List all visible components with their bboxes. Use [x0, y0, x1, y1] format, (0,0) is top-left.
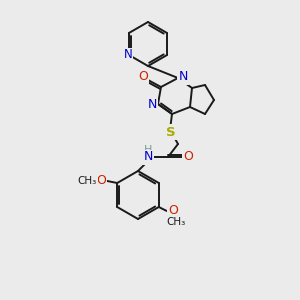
Text: N: N	[147, 98, 157, 110]
Text: O: O	[96, 175, 106, 188]
Text: O: O	[168, 205, 178, 218]
Text: CH₃: CH₃	[166, 217, 185, 227]
Text: CH₃: CH₃	[78, 176, 97, 186]
Text: O: O	[183, 149, 193, 163]
Text: N: N	[143, 151, 153, 164]
Text: H: H	[144, 145, 152, 155]
Text: N: N	[124, 49, 132, 62]
Text: S: S	[166, 125, 176, 139]
Text: N: N	[178, 70, 188, 83]
Text: O: O	[138, 70, 148, 83]
